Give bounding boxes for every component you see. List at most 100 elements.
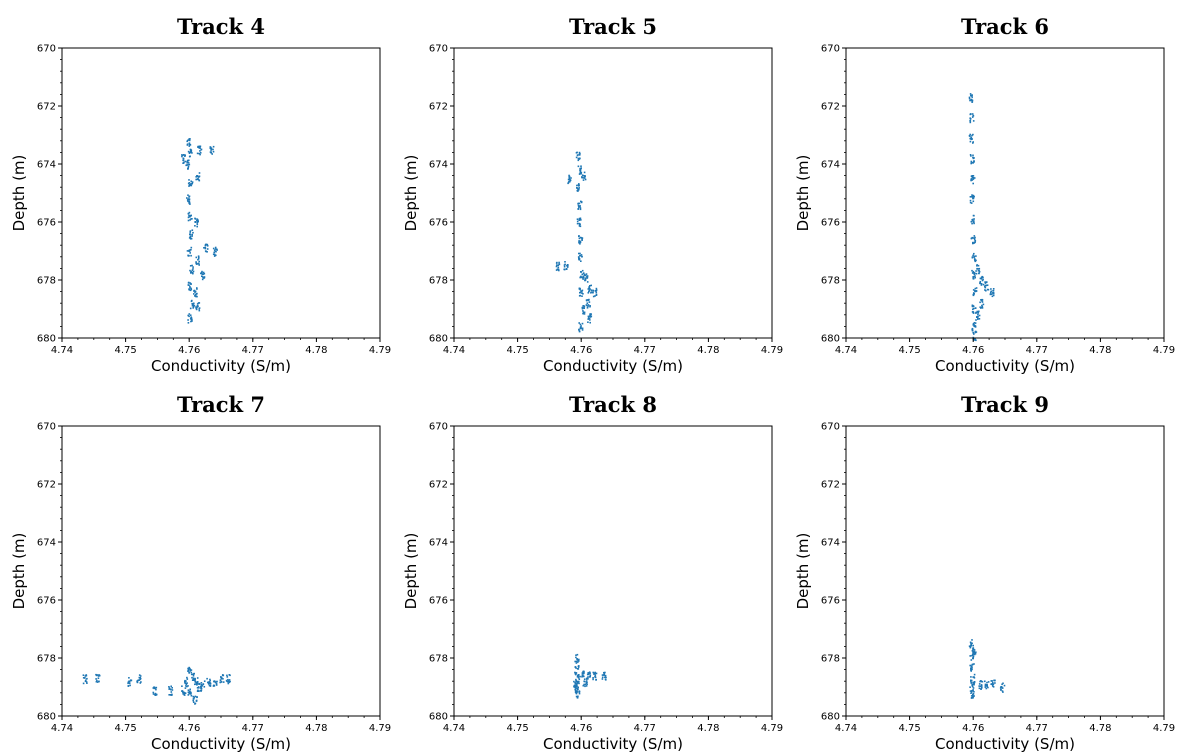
data-point bbox=[578, 154, 581, 156]
data-point bbox=[203, 247, 205, 249]
data-point bbox=[579, 241, 582, 244]
data-point bbox=[970, 644, 972, 647]
data-point bbox=[189, 238, 192, 240]
data-point bbox=[603, 673, 606, 675]
data-point bbox=[188, 288, 190, 290]
data-point bbox=[181, 690, 184, 692]
data-point bbox=[584, 177, 586, 179]
data-point bbox=[969, 117, 971, 119]
data-point bbox=[578, 202, 581, 205]
data-point bbox=[992, 290, 994, 292]
data-point bbox=[190, 271, 192, 273]
data-point bbox=[604, 674, 607, 677]
x-tick-label: 4.75 bbox=[506, 345, 528, 356]
data-point bbox=[973, 324, 976, 326]
data-point bbox=[189, 230, 192, 232]
data-point bbox=[588, 290, 591, 292]
data-point bbox=[974, 258, 976, 261]
data-point bbox=[187, 150, 190, 153]
data-point bbox=[193, 290, 195, 292]
data-point bbox=[139, 675, 142, 677]
data-point bbox=[973, 256, 976, 258]
data-point bbox=[194, 290, 197, 293]
data-point bbox=[188, 185, 190, 187]
data-point bbox=[197, 255, 200, 257]
data-point bbox=[195, 293, 197, 296]
data-point bbox=[971, 116, 974, 118]
data-point bbox=[187, 159, 189, 162]
data-point bbox=[971, 668, 973, 671]
data-point bbox=[592, 677, 594, 679]
data-point bbox=[197, 257, 200, 260]
data-point bbox=[196, 684, 198, 686]
data-point bbox=[189, 307, 192, 310]
x-tick-label: 4.74 bbox=[443, 723, 465, 734]
data-point bbox=[980, 306, 983, 309]
data-point bbox=[127, 682, 129, 685]
data-point bbox=[190, 214, 192, 217]
data-point bbox=[992, 683, 995, 685]
data-point bbox=[984, 686, 987, 688]
data-point bbox=[188, 159, 190, 162]
data-point bbox=[196, 681, 199, 683]
data-point bbox=[584, 274, 587, 277]
data-point bbox=[191, 181, 194, 183]
data-point bbox=[577, 666, 580, 668]
data-point bbox=[190, 283, 192, 285]
data-point bbox=[187, 139, 189, 142]
data-point bbox=[221, 674, 224, 677]
data-point bbox=[184, 692, 187, 694]
data-point bbox=[183, 154, 185, 156]
plot-frame bbox=[61, 425, 381, 717]
data-point bbox=[972, 270, 975, 273]
data-point bbox=[986, 281, 988, 283]
chart-panel-5: Track 8 4.74 4.75 4.76 4.77 4.78 4.79 670 672 674… bbox=[402, 392, 783, 753]
data-point bbox=[228, 681, 230, 684]
data-point bbox=[978, 272, 980, 275]
data-point bbox=[587, 321, 589, 323]
data-point bbox=[592, 295, 595, 298]
data-point bbox=[575, 152, 578, 154]
data-point bbox=[187, 167, 189, 169]
data-point bbox=[582, 310, 584, 312]
data-point bbox=[213, 249, 216, 251]
data-point bbox=[980, 688, 982, 690]
data-point bbox=[589, 285, 591, 287]
data-point bbox=[197, 219, 199, 221]
data-point bbox=[970, 659, 973, 661]
data-point bbox=[973, 653, 976, 656]
data-point bbox=[155, 688, 157, 691]
y-tick-label: 670 bbox=[429, 422, 448, 433]
data-point bbox=[566, 266, 569, 268]
chart-panel-2: Track 5 4.74 4.75 4.76 4.77 4.78 4.79 670 672 674… bbox=[402, 14, 783, 375]
data-point bbox=[972, 683, 974, 686]
data-point bbox=[588, 676, 591, 678]
data-point bbox=[576, 668, 579, 670]
data-point bbox=[198, 260, 200, 263]
data-point bbox=[974, 236, 976, 239]
data-point bbox=[215, 684, 218, 686]
data-point bbox=[191, 183, 193, 185]
data-point bbox=[969, 154, 972, 156]
plot-frame bbox=[845, 47, 1165, 339]
data-point bbox=[992, 288, 995, 290]
data-point bbox=[216, 680, 218, 683]
data-point bbox=[187, 216, 190, 219]
data-point bbox=[191, 233, 193, 236]
data-point bbox=[568, 175, 571, 178]
data-point bbox=[188, 184, 191, 186]
data-point bbox=[972, 254, 974, 257]
data-point bbox=[971, 697, 973, 699]
data-point bbox=[969, 199, 972, 202]
data-point bbox=[568, 174, 570, 177]
data-point bbox=[82, 677, 85, 679]
data-point bbox=[190, 673, 193, 676]
data-point bbox=[199, 147, 201, 149]
data-point bbox=[973, 237, 976, 240]
y-tick-label: 672 bbox=[429, 102, 448, 113]
data-point bbox=[968, 96, 971, 99]
data-point bbox=[182, 693, 184, 695]
data-point bbox=[971, 256, 974, 259]
data-point bbox=[578, 183, 580, 185]
data-point bbox=[170, 691, 173, 693]
